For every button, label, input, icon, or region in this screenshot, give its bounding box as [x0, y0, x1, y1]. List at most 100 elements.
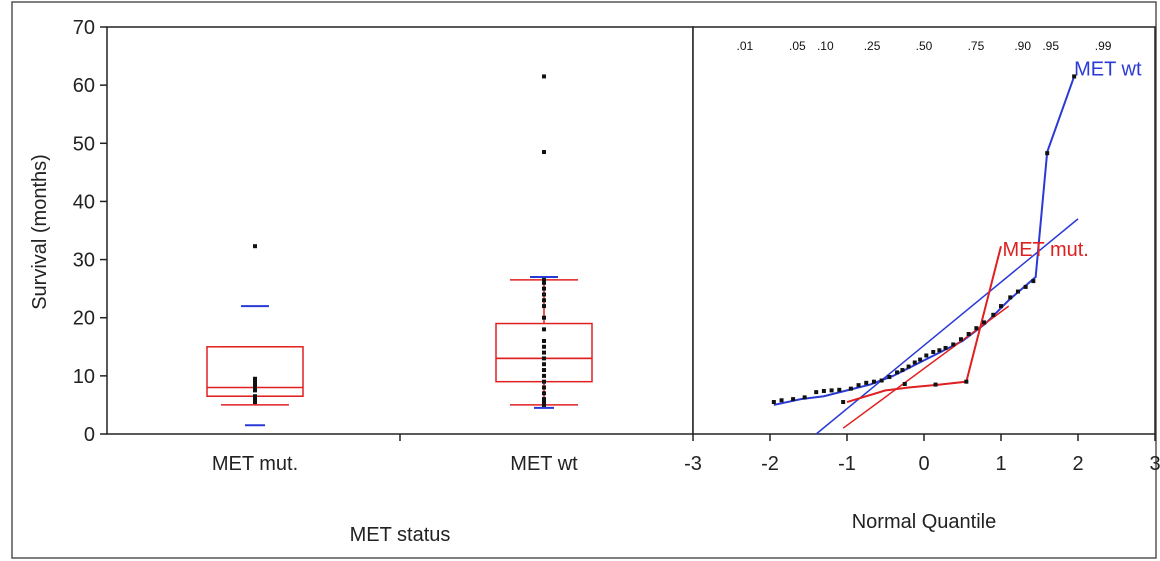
- probability-tick-label: .90: [1014, 39, 1031, 53]
- y-tick-label: 70: [73, 17, 95, 39]
- data-point: [542, 286, 546, 291]
- quantile-point: [871, 379, 876, 384]
- x-tick-label: -1: [838, 453, 856, 475]
- y-tick-label: 60: [73, 75, 95, 97]
- quantile-point: [771, 400, 776, 405]
- quantile-point: [864, 380, 869, 385]
- x-axis-left: MET mut. MET wt: [212, 434, 578, 475]
- data-point: [253, 379, 257, 384]
- data-point: [542, 298, 546, 303]
- data-point: [542, 379, 546, 384]
- probability-tick-label: .05: [789, 39, 806, 53]
- data-point: [542, 385, 546, 390]
- quantile-point: [931, 350, 936, 355]
- data-point: [253, 400, 257, 405]
- quantile-point: [974, 326, 979, 331]
- series-label: MET mut.: [1003, 239, 1089, 261]
- quantile-point: [814, 390, 819, 395]
- quantile-point: [837, 387, 842, 392]
- data-point: [542, 368, 546, 373]
- data-point: [542, 304, 546, 309]
- probability-tick-label: .01: [737, 39, 754, 53]
- quantile-point: [900, 368, 905, 373]
- quantile-point: [918, 357, 923, 362]
- quantile-point: [895, 370, 900, 375]
- quantile-point: [1008, 295, 1013, 300]
- series-line: [846, 245, 1002, 403]
- box-plot-met-mut: [206, 244, 304, 427]
- data-point: [542, 277, 546, 282]
- quantile-point: [856, 383, 861, 388]
- series-label: MET wt: [1074, 59, 1142, 81]
- data-point: [542, 356, 546, 361]
- data-point: [253, 397, 257, 402]
- data-point: [253, 394, 257, 399]
- data-point: [542, 315, 546, 320]
- quantile-point: [1023, 284, 1028, 289]
- outer-frame: [11, 1, 1157, 559]
- data-point: [542, 350, 546, 355]
- quantile-point: [982, 320, 987, 325]
- data-point: [253, 376, 257, 381]
- quantile-point: [1031, 279, 1036, 284]
- y-tick-label: 20: [73, 308, 95, 330]
- quantile-point: [912, 360, 917, 365]
- y-tick-label: 10: [73, 366, 95, 388]
- quantile-point: [848, 386, 853, 391]
- data-point: [542, 362, 546, 367]
- quantile-point: [958, 337, 963, 342]
- data-point: [253, 382, 257, 387]
- x-tick-label: -2: [761, 453, 779, 475]
- quantile-points: [771, 74, 1077, 405]
- quantile-point: [991, 312, 996, 317]
- outlier-point: [542, 150, 546, 155]
- x-category-label: MET mut.: [212, 453, 298, 475]
- quantile-point: [1045, 151, 1050, 156]
- y-tick-label: 30: [73, 250, 95, 272]
- outlier-point: [253, 244, 257, 249]
- quantile-point: [841, 400, 846, 405]
- y-tick-label: 50: [73, 133, 95, 155]
- x-tick-label: 1: [995, 453, 1006, 475]
- quantile-point: [887, 375, 892, 380]
- data-point: [253, 385, 257, 390]
- quantile-series: MET wt MET mut.: [771, 59, 1142, 435]
- x-axis-right: -3 -2 -1 0 1 2 3: [684, 434, 1160, 475]
- probability-tick-label: .95: [1042, 39, 1059, 53]
- quantile-point: [902, 381, 907, 386]
- probability-tick-label: .25: [864, 39, 881, 53]
- quantile-point: [906, 364, 911, 369]
- quantile-point: [966, 331, 971, 336]
- x-axis-title-right: Normal Quantile: [852, 511, 997, 533]
- quantile-point: [779, 398, 784, 403]
- series-met-mut: MET mut.: [842, 239, 1089, 429]
- data-point: [253, 388, 257, 393]
- x-tick-label: -3: [684, 453, 702, 475]
- data-point: [542, 292, 546, 297]
- x-category-label: MET wt: [510, 453, 578, 475]
- data-point: [542, 402, 546, 407]
- quantile-point: [999, 304, 1003, 309]
- data-point: [542, 280, 546, 285]
- probability-tick-label: .75: [968, 39, 985, 53]
- probability-axis: .01 .05 .10 .25 .50 .75 .90 .95 .99: [737, 39, 1112, 53]
- data-point: [542, 400, 546, 405]
- box-plots: [206, 74, 593, 427]
- quantile-point: [951, 342, 956, 347]
- quantile-point: [791, 397, 796, 402]
- data-point: [542, 327, 546, 332]
- y-axis: 0 10 20 30 40 50 60 70: [73, 17, 107, 446]
- series-line: [773, 76, 1076, 406]
- quantile-point: [821, 388, 826, 393]
- quantile-point: [1015, 289, 1020, 294]
- y-tick-label: 0: [84, 424, 95, 446]
- y-tick-label: 40: [73, 191, 95, 213]
- data-point: [542, 373, 546, 378]
- y-axis-title: Survival (months): [29, 154, 51, 310]
- probability-tick-label: .10: [817, 39, 834, 53]
- quantile-point: [937, 348, 942, 353]
- x-tick-label: 3: [1149, 453, 1160, 475]
- quantile-point: [964, 379, 969, 384]
- quantile-point: [1072, 74, 1077, 79]
